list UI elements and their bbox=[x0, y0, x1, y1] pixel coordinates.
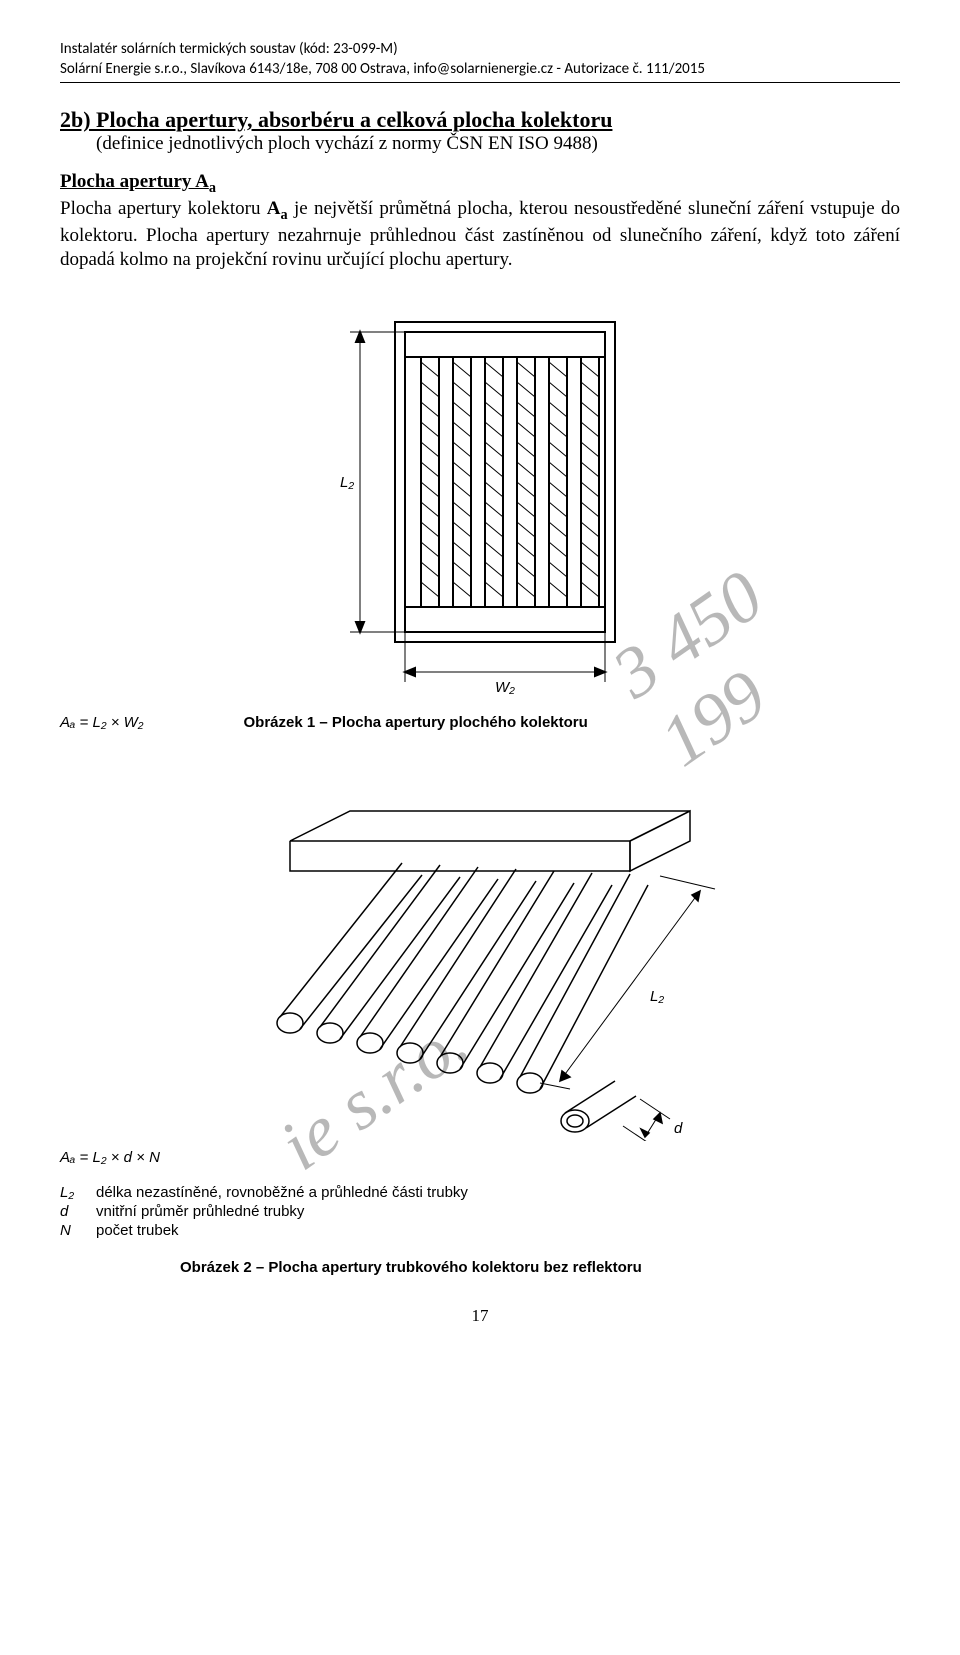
fig2-formula: Aₐ = L₂ × d × N bbox=[60, 1149, 900, 1166]
fig1-formula: Aₐ = L₂ × W₂ bbox=[60, 714, 144, 731]
legend-sym: N bbox=[60, 1222, 96, 1239]
legend-row: d vnitřní průměr průhledné trubky bbox=[60, 1203, 900, 1220]
fig2-L2-label: L₂ bbox=[650, 988, 664, 1005]
legend-text: délka nezastíněné, rovnoběžné a průhledn… bbox=[96, 1184, 900, 1201]
para-title-text: Plocha apertury A bbox=[60, 171, 209, 192]
section-subtitle: (definice jednotlivých ploch vychází z n… bbox=[96, 133, 900, 155]
legend-sym: d bbox=[60, 1203, 96, 1220]
legend-text: počet trubek bbox=[96, 1222, 900, 1239]
para-title-sub: a bbox=[209, 180, 216, 196]
fig2-legend: L₂ délka nezastíněné, rovnoběžné a průhl… bbox=[60, 1184, 900, 1239]
fig1-caption: Obrázek 1 – Plocha apertury plochého kol… bbox=[244, 714, 588, 731]
fig1-xlabel: W₂ bbox=[495, 679, 515, 696]
para-body-bold-sub: a bbox=[281, 207, 288, 223]
figure-2-tube-collector: L₂ d bbox=[170, 781, 790, 1141]
fig1-ylabel: L₂ bbox=[340, 474, 354, 491]
fig2-caption: Obrázek 2 – Plocha apertury trubkového k… bbox=[180, 1259, 900, 1276]
fig2-d-label: d bbox=[674, 1120, 683, 1137]
legend-sym: L₂ bbox=[60, 1184, 96, 1201]
para-body-prefix: Plocha apertury kolektoru bbox=[60, 198, 267, 219]
section-title: 2b) Plocha apertury, absorbéru a celková… bbox=[60, 107, 900, 133]
legend-row: N počet trubek bbox=[60, 1222, 900, 1239]
header-course: Instalatér solárních termických soustav … bbox=[60, 40, 900, 58]
legend-text: vnitřní průměr průhledné trubky bbox=[96, 1203, 900, 1220]
paragraph-heading: Plocha apertury Aa bbox=[60, 171, 900, 197]
figures-container: 3 450 199 ie s.r.o. bbox=[60, 302, 900, 1276]
legend-row: L₂ délka nezastíněné, rovnoběžné a průhl… bbox=[60, 1184, 900, 1201]
page-number: 17 bbox=[60, 1306, 900, 1326]
figure-1-flat-collector: L₂ W₂ bbox=[265, 302, 695, 702]
para-body-bold: A bbox=[267, 198, 281, 219]
header-org: Solární Energie s.r.o., Slavíkova 6143/1… bbox=[60, 60, 900, 83]
paragraph-body: Plocha apertury kolektoru Aa je největší… bbox=[60, 197, 900, 272]
